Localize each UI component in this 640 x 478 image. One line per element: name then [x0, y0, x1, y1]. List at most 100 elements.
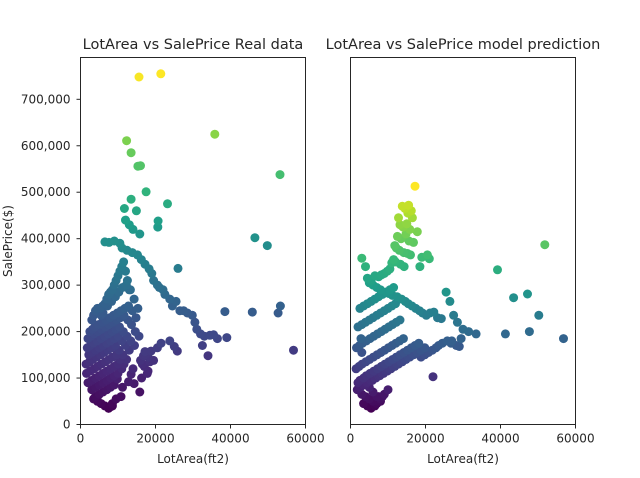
data-point: [126, 148, 136, 158]
data-point: [392, 231, 402, 241]
data-point: [394, 213, 403, 223]
data-point: [122, 136, 132, 146]
data-point: [357, 253, 367, 263]
data-point: [179, 306, 189, 316]
data-point: [412, 227, 422, 237]
data-point: [361, 262, 370, 272]
x-tick-label: 60000: [286, 432, 324, 446]
left-x-axis-label: LotArea(ft2): [157, 452, 229, 466]
data-point: [163, 199, 172, 209]
data-point: [414, 338, 424, 348]
data-point: [130, 327, 140, 337]
data-point: [149, 276, 159, 285]
right-scatter-points: [351, 181, 568, 413]
data-point: [442, 336, 452, 346]
right-plot-frame: [350, 57, 576, 425]
data-point: [471, 329, 481, 339]
data-point: [445, 296, 455, 306]
data-point: [165, 336, 175, 346]
x-tick-label: 60000: [556, 432, 594, 446]
data-point: [289, 345, 298, 355]
left-y-axis-label: SalePrice($): [1, 205, 15, 277]
data-point: [119, 257, 129, 267]
data-point: [449, 310, 459, 320]
left-y-ticks: 0 100,000 200,000 300,000 400,000 500,000 600,…: [21, 92, 81, 432]
data-point: [136, 161, 145, 171]
left-scatter-points: [81, 69, 298, 413]
y-tick-label: 0: [63, 418, 71, 432]
data-point: [389, 255, 399, 265]
right-x-ticks: 0 20000 40000 60000: [347, 424, 595, 446]
data-point: [262, 241, 272, 251]
data-point: [452, 317, 462, 327]
data-point: [203, 351, 213, 361]
data-point: [458, 324, 468, 334]
data-point: [126, 194, 136, 204]
data-point: [395, 315, 405, 325]
data-point: [197, 341, 207, 350]
data-point: [129, 294, 139, 304]
data-point: [428, 372, 438, 382]
x-tick-label: 0: [77, 432, 85, 446]
data-point: [410, 181, 420, 191]
data-point: [135, 229, 145, 239]
data-point: [156, 338, 166, 348]
data-point: [133, 303, 143, 313]
data-point: [116, 392, 126, 402]
data-point: [135, 387, 145, 397]
data-point: [273, 308, 283, 318]
data-point: [124, 301, 133, 311]
y-tick-label: 300,000: [21, 278, 71, 292]
data-point: [540, 240, 550, 250]
data-point: [356, 334, 366, 344]
data-point: [523, 289, 532, 299]
x-tick-label: 0: [347, 432, 355, 446]
data-point: [134, 72, 144, 82]
data-point: [141, 187, 151, 197]
data-point: [389, 283, 399, 292]
y-tick-label: 200,000: [21, 325, 71, 339]
data-point: [275, 170, 285, 180]
data-point: [153, 216, 163, 226]
data-point: [210, 129, 220, 139]
y-tick-label: 600,000: [21, 139, 71, 153]
data-point: [192, 324, 202, 334]
y-tick-label: 400,000: [21, 232, 71, 246]
data-point: [509, 293, 519, 303]
left-panel: LotArea vs SalePrice Real data 0 20000 400…: [1, 37, 325, 466]
data-point: [119, 204, 129, 213]
data-point: [121, 215, 130, 225]
data-point: [222, 333, 232, 343]
data-point: [247, 307, 257, 317]
right-x-axis-label: LotArea(ft2): [427, 452, 499, 466]
x-tick-label: 20000: [406, 432, 444, 446]
data-point: [190, 317, 200, 327]
data-point: [109, 236, 119, 246]
data-point: [100, 237, 110, 247]
data-point: [118, 382, 127, 392]
left-plot-frame: [80, 57, 306, 425]
right-panel: LotArea vs SalePrice model prediction 0 2…: [326, 37, 601, 466]
data-point: [559, 334, 568, 344]
left-chart-title: LotArea vs SalePrice Real data: [83, 37, 304, 53]
data-point: [122, 276, 132, 285]
x-tick-label: 40000: [481, 432, 519, 446]
data-point: [441, 287, 451, 297]
data-point: [390, 241, 400, 251]
data-point: [398, 334, 408, 344]
y-tick-label: 100,000: [21, 371, 71, 385]
data-point: [131, 206, 141, 216]
data-point: [383, 385, 393, 395]
data-point: [500, 329, 510, 339]
data-point: [250, 233, 260, 243]
left-x-ticks: 0 20000 40000 60000: [77, 424, 325, 446]
data-point: [128, 364, 138, 374]
data-point: [524, 327, 534, 337]
data-point: [534, 310, 544, 320]
data-point: [493, 265, 502, 275]
data-point: [404, 200, 414, 210]
data-point: [456, 334, 466, 344]
data-point: [415, 262, 425, 272]
data-point: [131, 313, 141, 323]
